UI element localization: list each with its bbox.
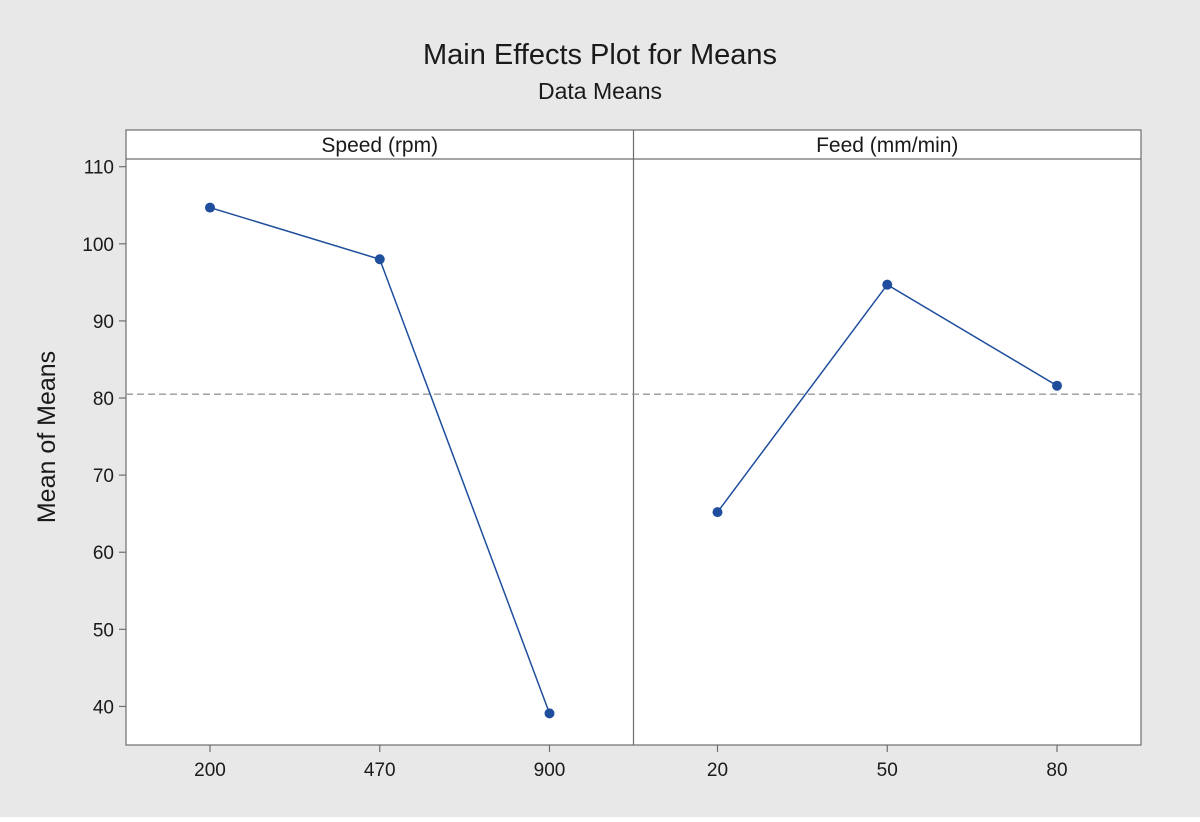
x-tick-label: 900 (534, 760, 566, 781)
x-tick-label: 80 (1046, 760, 1067, 781)
y-tick-label: 90 (93, 312, 114, 333)
chart-title: Main Effects Plot for Means (423, 39, 777, 71)
y-axis-label: Mean of Means (33, 351, 61, 523)
chart-subtitle: Data Means (538, 78, 662, 104)
x-tick-label: 50 (877, 760, 898, 781)
y-tick-label: 50 (93, 620, 114, 641)
panel-label: Feed (mm/min) (816, 134, 958, 157)
data-point (374, 254, 385, 265)
plot-area: 40 50 60 70 80 90 100 110 Speed (rpm) 200 470 900 Fe… (82, 129, 1142, 781)
y-tick-label: 70 (93, 466, 114, 487)
x-tick-label: 200 (194, 760, 226, 781)
y-tick-label: 60 (93, 543, 114, 564)
y-tick-label: 40 (93, 697, 114, 718)
x-tick-label: 20 (707, 760, 728, 781)
x-tick-label: 470 (364, 760, 396, 781)
data-point (712, 507, 723, 518)
y-tick-label: 110 (84, 158, 114, 179)
data-point (544, 708, 555, 719)
data-point (205, 202, 215, 213)
y-tick-label: 100 (82, 235, 114, 256)
panel-label: Speed (rpm) (321, 134, 438, 157)
y-tick-label: 80 (93, 389, 114, 410)
data-point (882, 279, 893, 290)
data-point (1052, 380, 1062, 391)
